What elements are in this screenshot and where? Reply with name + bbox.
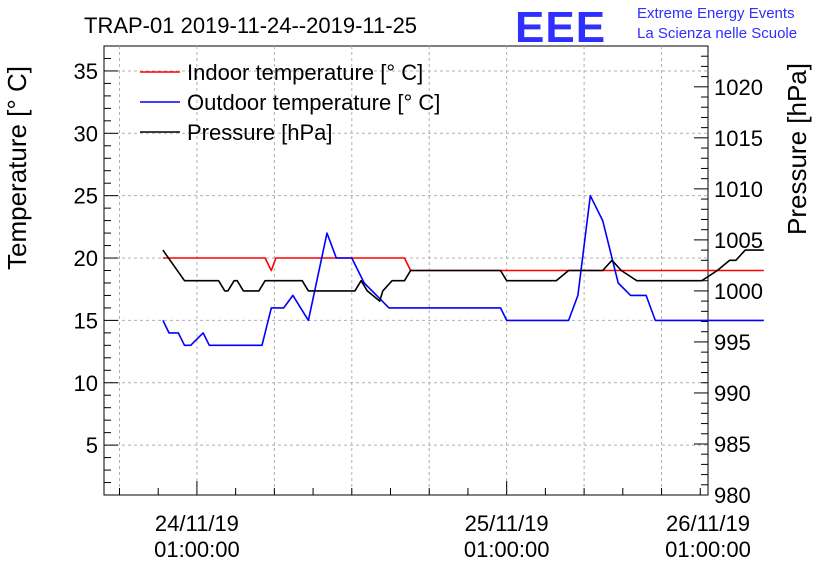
series-outdoor-temperature bbox=[162, 194, 764, 347]
y2-axis-title: Pressure [hPa] bbox=[782, 63, 812, 235]
x-tick-label-date: 25/11/19 bbox=[465, 511, 549, 536]
chart-title: TRAP-01 2019-11-24--2019-11-25 bbox=[84, 13, 417, 38]
y2-tick-label: 1010 bbox=[714, 177, 763, 202]
y2-tick-label: 990 bbox=[714, 381, 751, 406]
eee-logo: EEE Extreme Energy Events La Scienza nel… bbox=[515, 3, 797, 52]
y-tick-label: 10 bbox=[74, 371, 98, 396]
y2-tick-label: 1000 bbox=[714, 279, 763, 304]
logo-line2: La Scienza nelle Scuole bbox=[637, 25, 797, 42]
y-tick-label: 20 bbox=[74, 246, 98, 271]
x-tick-label-date: 26/11/19 bbox=[666, 511, 750, 536]
y-tick-label: 35 bbox=[74, 59, 98, 84]
y2-tick-label: 985 bbox=[714, 432, 751, 457]
x-tick-label-time: 01:00:00 bbox=[154, 537, 240, 562]
x-tick-label-date: 24/11/19 bbox=[155, 511, 239, 536]
series-pressure bbox=[162, 249, 764, 302]
logo-line1: Extreme Energy Events bbox=[637, 5, 795, 22]
y-axis-right: 980 985 990 995 1000 1005 1010 1015 1020 bbox=[694, 45, 763, 508]
y-tick-label: 15 bbox=[74, 308, 98, 333]
legend-label-indoor: Indoor temperature [° C] bbox=[187, 60, 423, 85]
series-indoor-temperature bbox=[162, 257, 764, 272]
y2-tick-label: 980 bbox=[714, 483, 751, 508]
y2-tick-label: 1005 bbox=[714, 228, 763, 253]
logo-mark: EEE bbox=[515, 3, 606, 52]
legend-label-outdoor: Outdoor temperature [° C] bbox=[187, 90, 440, 115]
y2-tick-label: 995 bbox=[714, 330, 751, 355]
x-tick-label-time: 01:00:00 bbox=[464, 537, 550, 562]
y-tick-label: 5 bbox=[86, 433, 98, 458]
y-tick-label: 25 bbox=[74, 184, 98, 209]
x-tick-label-time: 01:00:00 bbox=[665, 537, 751, 562]
y-tick-label: 30 bbox=[74, 121, 98, 146]
y2-tick-label: 1015 bbox=[714, 126, 763, 151]
series-lines bbox=[162, 194, 764, 347]
y2-tick-label: 1020 bbox=[714, 75, 763, 100]
y-axis-left: 5 10 15 20 25 30 35 bbox=[74, 45, 118, 496]
y-axis-title: Temperature [° C] bbox=[2, 66, 32, 270]
legend: Indoor temperature [° C] Outdoor tempera… bbox=[140, 60, 440, 145]
legend-label-pressure: Pressure [hPa] bbox=[187, 120, 333, 145]
x-axis: 24/11/1901:00:0025/11/1901:00:0026/11/19… bbox=[118, 481, 751, 562]
